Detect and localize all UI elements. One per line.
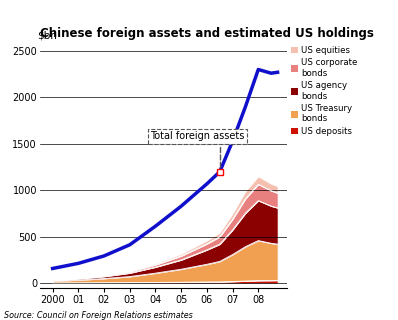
Text: Source: Council on Foreign Relations estimates: Source: Council on Foreign Relations est…: [4, 311, 193, 320]
Text: $bn: $bn: [37, 30, 57, 40]
Text: Chinese foreign assets and estimated US holdings: Chinese foreign assets and estimated US …: [40, 28, 374, 40]
Legend: US equities, US corporate
bonds, US agency
bonds, US Treasury
bonds, US deposits: US equities, US corporate bonds, US agen…: [291, 46, 357, 136]
Text: Total foreign assets: Total foreign assets: [150, 132, 245, 169]
